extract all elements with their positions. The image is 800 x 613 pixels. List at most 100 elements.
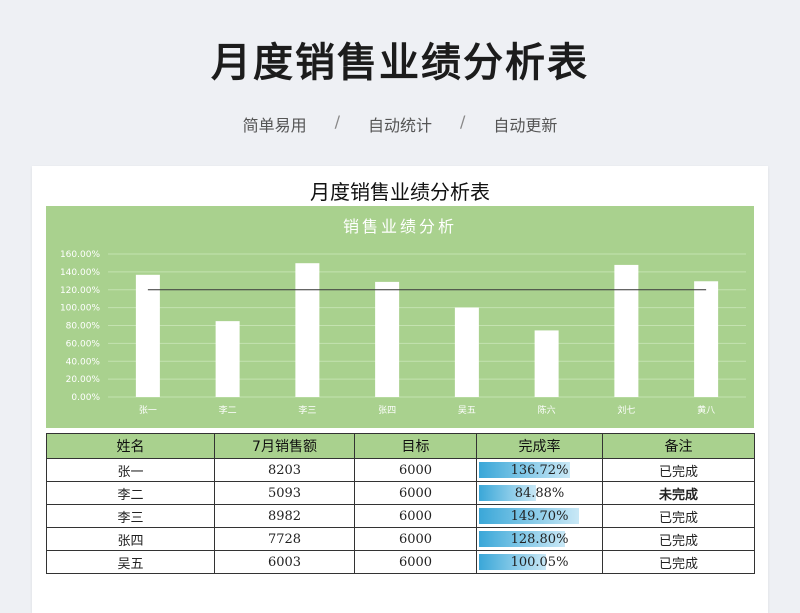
cell-note[interactable]: 已完成 xyxy=(602,458,755,482)
cell-rate[interactable]: 84.88% xyxy=(476,481,603,505)
rate-progress-bar xyxy=(479,554,546,570)
cell-name[interactable]: 李三 xyxy=(46,504,215,528)
sales-table: 姓名 7月销售额 目标 完成率 备注 张一 8203 6000 136.72% 已完成李… xyxy=(46,433,755,574)
cell-sales-text: 7728 xyxy=(267,531,302,547)
rate-progress-bar xyxy=(479,508,579,524)
table-row: 李二 5093 6000 84.88% 未完成 xyxy=(46,481,755,505)
y-tick-label: 20.00% xyxy=(66,375,101,385)
feature-tags: 简单易用 / 自动统计 / 自动更新 xyxy=(0,112,800,136)
cell-name-text: 张四 xyxy=(117,533,144,549)
cell-note-text: 已完成 xyxy=(658,533,698,549)
cell-rate-text: 136.72% xyxy=(510,462,569,478)
x-tick-label: 李二 xyxy=(219,404,237,416)
col-header-target[interactable]: 目标 xyxy=(354,433,477,459)
page-title: 月度销售业绩分析表 xyxy=(211,40,589,86)
cell-note[interactable]: 未完成 xyxy=(602,481,755,505)
sheet-title: 月度销售业绩分析表 xyxy=(310,180,490,204)
cell-name[interactable]: 吴五 xyxy=(46,550,215,574)
cell-note[interactable]: 已完成 xyxy=(602,504,755,528)
cell-target-text: 6000 xyxy=(398,462,433,478)
table-row: 李三 8982 6000 149.70% 已完成 xyxy=(46,504,755,528)
table-row: 吴五 6003 6000 100.05% 已完成 xyxy=(46,550,755,574)
y-tick-label: 140.00% xyxy=(60,268,100,278)
cell-rate-text: 149.70% xyxy=(510,508,569,524)
rate-progress-bar xyxy=(479,531,566,547)
cell-target-text: 6000 xyxy=(398,531,433,547)
cell-rate[interactable]: 100.05% xyxy=(476,550,603,574)
x-tick-label: 吴五 xyxy=(458,405,476,416)
cell-note[interactable]: 已完成 xyxy=(602,550,755,574)
cell-target[interactable]: 6000 xyxy=(354,458,477,482)
cell-sales[interactable]: 5093 xyxy=(214,481,355,505)
y-tick-label: 60.00% xyxy=(66,339,101,349)
bar xyxy=(534,330,559,397)
cell-target[interactable]: 6000 xyxy=(354,504,477,528)
cell-rate-text: 100.05% xyxy=(510,554,569,570)
feature-tag: 简单易用 xyxy=(242,116,307,135)
cell-note-text: 已完成 xyxy=(658,464,698,480)
cell-rate[interactable]: 136.72% xyxy=(476,458,603,482)
x-tick-label: 刘七 xyxy=(617,404,635,416)
cell-target-text: 6000 xyxy=(398,554,433,570)
table-row: 张一 8203 6000 136.72% 已完成 xyxy=(46,458,755,482)
cell-note[interactable]: 已完成 xyxy=(602,527,755,551)
x-tick-label: 张四 xyxy=(378,405,396,416)
bar xyxy=(295,263,320,397)
cell-sales-text: 8203 xyxy=(267,462,302,478)
cell-sales[interactable]: 8203 xyxy=(214,458,355,482)
cell-rate[interactable]: 128.80% xyxy=(476,527,603,551)
cell-name[interactable]: 李二 xyxy=(46,481,215,505)
cell-note-text: 已完成 xyxy=(658,510,698,526)
cell-rate-text: 84.88% xyxy=(514,485,565,501)
col-header-sales[interactable]: 7月销售额 xyxy=(214,433,355,459)
y-tick-label: 40.00% xyxy=(66,357,101,367)
bar xyxy=(135,274,160,397)
cell-name-text: 李三 xyxy=(117,510,144,526)
cell-sales[interactable]: 7728 xyxy=(214,527,355,551)
tag-separator: / xyxy=(460,112,466,131)
x-tick-label: 陈六 xyxy=(538,404,556,416)
y-tick-label: 120.00% xyxy=(60,286,100,296)
cell-sales-text: 8982 xyxy=(267,508,302,524)
bar xyxy=(375,281,400,397)
feature-tag: 自动更新 xyxy=(493,116,558,135)
rate-progress-bar xyxy=(479,485,536,501)
bar xyxy=(694,281,719,397)
cell-sales-text: 6003 xyxy=(267,554,302,570)
sales-table-wrap: 姓名 7月销售额 目标 完成率 备注 张一 8203 6000 136.72% 已完成李… xyxy=(46,433,755,574)
sales-chart[interactable]: 销售业绩分析 0.00% 20.00% 40.00% 60.00% 80.00% 100.0… xyxy=(46,206,754,428)
cell-rate-text: 128.80% xyxy=(510,531,569,547)
cell-name-text: 张一 xyxy=(117,464,144,480)
cell-sales[interactable]: 6003 xyxy=(214,550,355,574)
x-tick-label: 黄八 xyxy=(697,404,715,416)
table-header-row: 姓名 7月销售额 目标 完成率 备注 xyxy=(46,433,755,459)
cell-name[interactable]: 张四 xyxy=(46,527,215,551)
cell-target[interactable]: 6000 xyxy=(354,550,477,574)
cell-name-text: 吴五 xyxy=(117,556,144,572)
cell-note-text: 已完成 xyxy=(658,556,698,572)
cell-sales-text: 5093 xyxy=(267,485,302,501)
table-row: 张四 7728 6000 128.80% 已完成 xyxy=(46,527,755,551)
tag-separator: / xyxy=(334,112,340,131)
cell-target[interactable]: 6000 xyxy=(354,527,477,551)
col-header-rate[interactable]: 完成率 xyxy=(476,433,603,459)
cell-sales[interactable]: 8982 xyxy=(214,504,355,528)
cell-target-text: 6000 xyxy=(398,508,433,524)
cell-note-text: 未完成 xyxy=(658,487,698,503)
cell-target[interactable]: 6000 xyxy=(354,481,477,505)
x-tick-label: 张一 xyxy=(139,405,157,416)
col-header-name[interactable]: 姓名 xyxy=(46,433,215,459)
cell-target-text: 6000 xyxy=(398,485,433,501)
y-tick-label: 160.00% xyxy=(60,250,100,260)
chart-svg: 销售业绩分析 0.00% 20.00% 40.00% 60.00% 80.00% 100.0… xyxy=(60,217,746,416)
y-tick-label: 0.00% xyxy=(71,393,100,403)
cell-name-text: 李二 xyxy=(117,487,144,503)
x-tick-label: 李三 xyxy=(298,404,316,416)
cell-name[interactable]: 张一 xyxy=(46,458,215,482)
cell-rate[interactable]: 149.70% xyxy=(476,504,603,528)
chart-title: 销售业绩分析 xyxy=(343,217,457,236)
y-tick-label: 100.00% xyxy=(60,304,100,314)
col-header-note[interactable]: 备注 xyxy=(602,433,755,459)
spreadsheet-card: 月度销售业绩分析表 销售业绩分析 0.00% 20.00% 40.00% 60.00% 8… xyxy=(32,166,768,613)
y-tick-label: 80.00% xyxy=(66,322,101,332)
